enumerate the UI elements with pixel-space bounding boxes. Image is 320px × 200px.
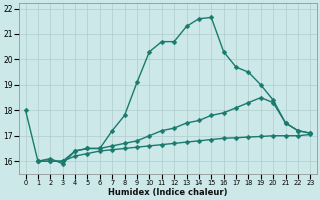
X-axis label: Humidex (Indice chaleur): Humidex (Indice chaleur)	[108, 188, 228, 197]
